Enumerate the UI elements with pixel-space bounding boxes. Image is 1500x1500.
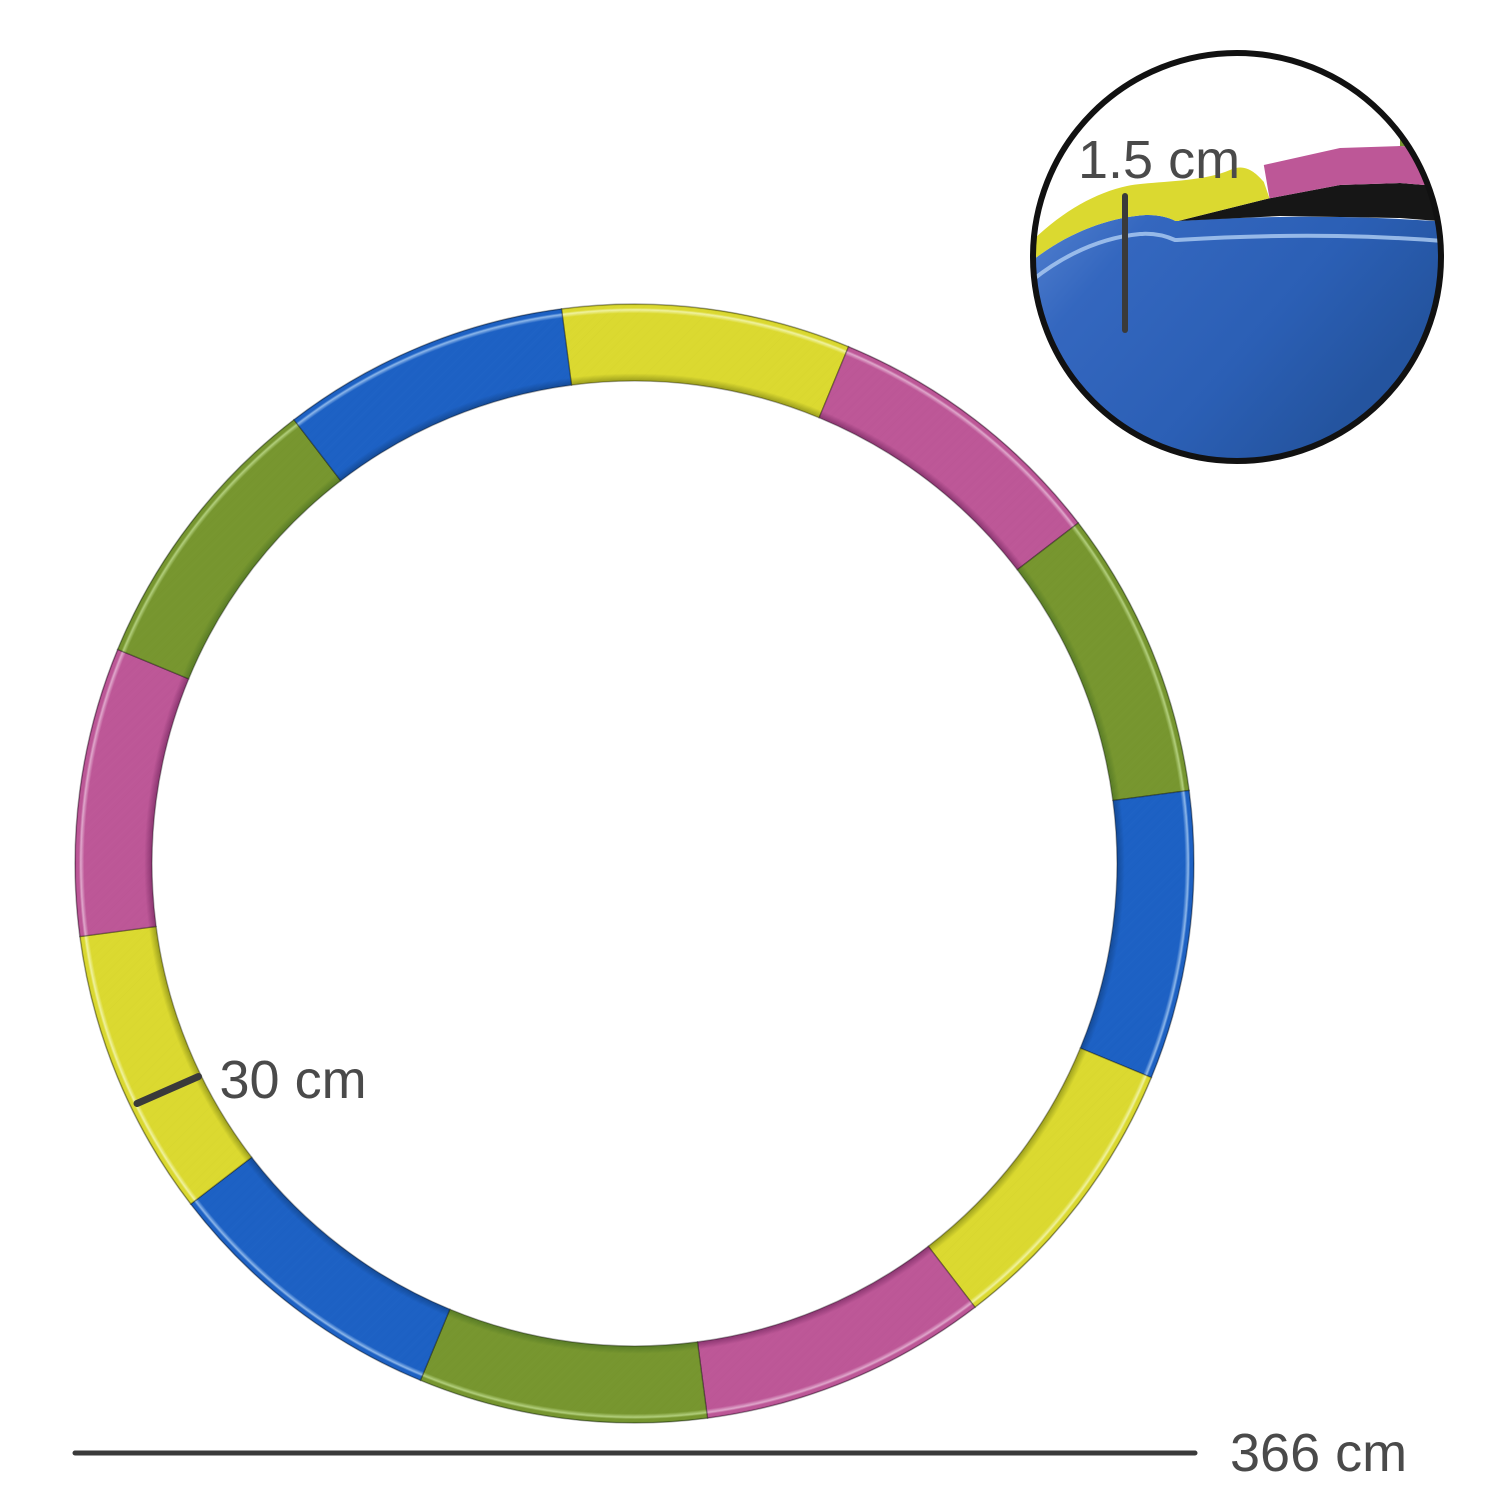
svg-text:1.5 cm: 1.5 cm bbox=[1078, 130, 1240, 190]
svg-text:30 cm: 30 cm bbox=[220, 1050, 367, 1110]
svg-text:366 cm: 366 cm bbox=[1230, 1423, 1407, 1483]
